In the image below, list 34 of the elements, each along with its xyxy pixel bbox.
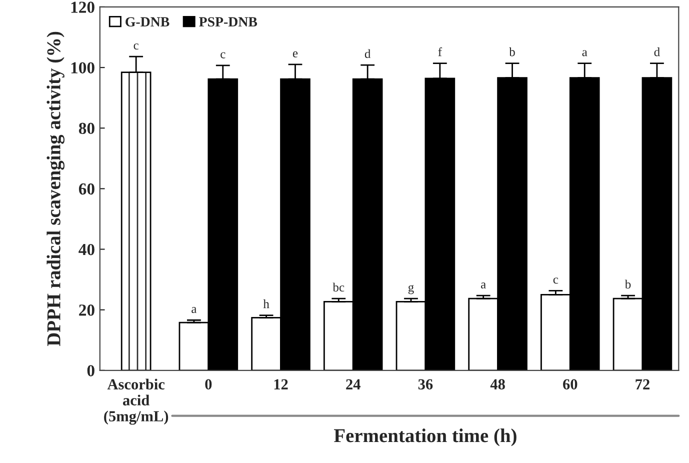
- y-tick-label: 120: [71, 2, 94, 13]
- data-label: c: [553, 278, 558, 284]
- x-tick-label: 72: [636, 379, 650, 390]
- data-label: a: [192, 307, 197, 314]
- data-label: a: [582, 50, 588, 56]
- y-tick-label: 20: [79, 304, 94, 316]
- x-tick-label: Ascorbic acid (5mg/mL): [104, 378, 168, 425]
- x-tick-label: 36: [418, 379, 433, 390]
- data-label: c: [220, 52, 226, 58]
- y-tick-label: 0: [87, 365, 94, 376]
- y-tick-label: 80: [78, 122, 94, 134]
- y-tick-label: 40: [78, 244, 94, 256]
- data-label: e: [292, 51, 298, 58]
- x-tick-label: 48: [490, 379, 505, 390]
- x-tick-label: 24: [346, 379, 360, 390]
- y-tick-label: 60: [78, 183, 94, 195]
- data-label: b: [509, 47, 515, 56]
- data-label: g: [408, 284, 414, 294]
- data-label: d: [654, 47, 660, 56]
- data-label: a: [481, 282, 486, 289]
- y-axis-title: DPPH radical scavenging activity (%): [46, 32, 64, 346]
- data-label: b: [624, 280, 631, 289]
- x-tick-label: 60: [563, 379, 578, 390]
- legend-label: PSP-DNB: [199, 17, 258, 27]
- x-axis-title: Fermentation time (h): [334, 428, 516, 446]
- data-label: f: [438, 47, 442, 56]
- x-tick-label: 0: [205, 379, 212, 390]
- data-label: h: [263, 299, 270, 308]
- y-tick-label: 100: [71, 62, 94, 74]
- data-label: c: [134, 44, 138, 50]
- data-label: bc: [332, 282, 344, 292]
- legend-label: G-DNB: [126, 17, 170, 27]
- data-label: d: [364, 49, 371, 58]
- x-tick-label: 12: [274, 379, 288, 390]
